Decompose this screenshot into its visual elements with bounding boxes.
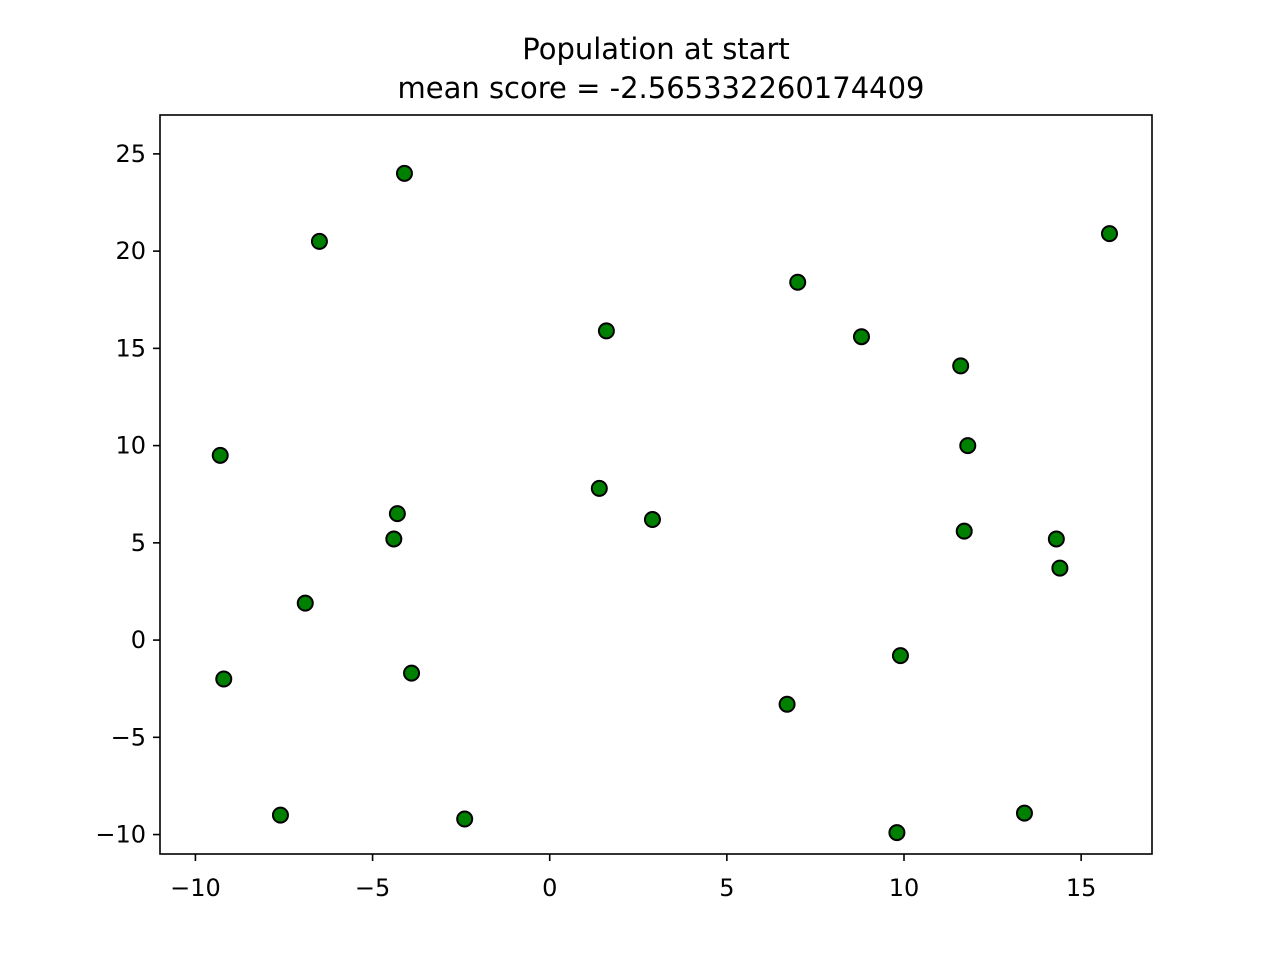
y-tick-label: −10: [95, 821, 146, 849]
scatter-point: [385, 530, 403, 548]
y-axis-ticks: −10 −5 0 5 10 15 20 25: [95, 140, 160, 849]
scatter-point: [789, 273, 807, 291]
x-tick-label: 10: [889, 874, 920, 902]
scatter-point: [852, 328, 870, 346]
scatter-point: [395, 164, 413, 182]
scatter-points: [211, 164, 1118, 842]
scatter-point: [888, 824, 906, 842]
scatter-point: [955, 522, 973, 540]
scatter-point: [403, 664, 421, 682]
scatter-point: [952, 357, 970, 375]
scatter-point: [778, 695, 796, 713]
scatter-point: [959, 437, 977, 455]
x-tick-label: 15: [1066, 874, 1097, 902]
x-tick-label: 0: [542, 874, 557, 902]
scatter-point: [310, 232, 328, 250]
scatter-point: [215, 670, 233, 688]
chart-subtitle: mean score = -2.565332260174409: [397, 71, 924, 105]
plot-area-frame: [159, 114, 1153, 855]
scatter-point: [597, 322, 615, 340]
y-tick-label: 20: [115, 237, 146, 265]
x-tick-label: −5: [355, 874, 390, 902]
y-tick-label: 15: [115, 334, 146, 362]
scatter-point: [1015, 804, 1033, 822]
y-tick-label: 25: [115, 140, 146, 168]
y-tick-label: 0: [131, 626, 146, 654]
scatter-point: [271, 806, 289, 824]
scatter-point: [1047, 530, 1065, 548]
scatter-point: [590, 479, 608, 497]
y-tick-label: 5: [131, 529, 146, 557]
scatter-point: [456, 810, 474, 828]
scatter-point: [1100, 225, 1118, 243]
x-tick-label: 5: [719, 874, 734, 902]
x-tick-label: −10: [170, 874, 221, 902]
scatter-point: [388, 505, 406, 523]
y-tick-label: −5: [111, 723, 146, 751]
y-tick-label: 10: [115, 432, 146, 460]
scatter-point: [891, 647, 909, 665]
x-axis-ticks: −10 −5 0 5 10 15: [170, 854, 1096, 902]
chart-title: Population at start: [522, 32, 790, 66]
scatter-point: [1051, 559, 1069, 577]
scatter-point: [296, 594, 314, 612]
scatter-point: [643, 511, 661, 529]
scatter-point: [211, 446, 229, 464]
